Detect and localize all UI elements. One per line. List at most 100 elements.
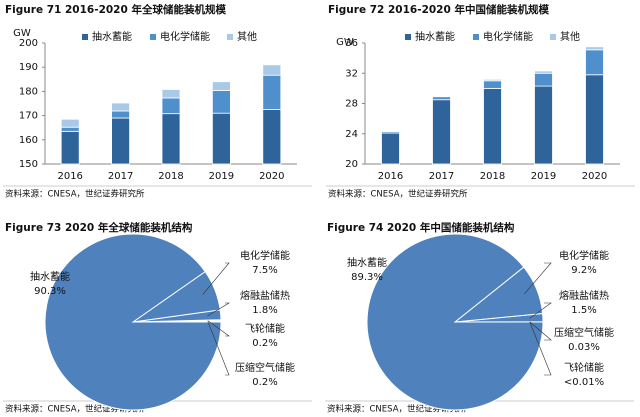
bar-segment — [262, 74, 282, 110]
leader-line — [202, 262, 230, 295]
x-tick-label: 2020 — [259, 171, 284, 182]
slice-label: 熔融盐储热 — [240, 289, 290, 302]
legend-label: 电化学储能 — [160, 30, 210, 43]
legend-swatch — [405, 34, 411, 40]
bar-segment — [432, 99, 451, 165]
legend-swatch — [150, 34, 156, 40]
chart-title: Figure 74 2020 年中国储能装机结构 — [327, 221, 515, 234]
slice-value-label: 0.2% — [252, 377, 277, 388]
slice-value-label: 1.5% — [571, 305, 596, 316]
slice-value-label: 1.8% — [252, 305, 277, 316]
pie-slice — [366, 233, 544, 411]
legend-swatch — [473, 34, 479, 40]
bar-segment — [161, 97, 181, 115]
y-axis-label: GW — [13, 28, 31, 39]
bar-segment — [161, 89, 181, 99]
leader-line — [529, 321, 552, 376]
legend-swatch — [227, 34, 233, 40]
x-tick-label: 2016 — [378, 171, 403, 182]
chart-title: Figure 71 2016-2020 年全球储能装机规模 — [5, 3, 226, 16]
leader-line — [207, 321, 230, 376]
slice-value-label: 0.03% — [568, 342, 600, 353]
legend-swatch — [82, 34, 88, 40]
leader-line — [207, 302, 231, 317]
y-tick-label: 190 — [19, 62, 38, 73]
y-tick-label: 150 — [19, 159, 38, 170]
slice-label: 抽水蓄能 — [347, 256, 387, 269]
source-note: 资料来源：CNESA，世纪证券研究所 — [5, 189, 145, 200]
x-tick-label: 2018 — [158, 171, 183, 182]
leader-line — [207, 320, 230, 337]
x-tick-label: 2017 — [108, 171, 133, 182]
bar-segment — [262, 109, 282, 165]
leader-line — [529, 321, 552, 341]
bar-segment — [432, 95, 451, 98]
slice-value-label: 7.5% — [252, 265, 277, 276]
bar-segment — [534, 72, 553, 87]
slice-value-label: 89.3% — [351, 272, 383, 283]
bar-segment — [585, 74, 604, 165]
source-note: 资料来源：CNESA，世纪证券研究所 — [327, 404, 467, 415]
source-note: 资料来源：CNESA，世纪证券研究所 — [5, 404, 145, 415]
bar-segment — [585, 46, 604, 51]
pie-slice — [44, 233, 222, 411]
bar-segment — [111, 102, 130, 112]
x-tick-label: 2020 — [582, 171, 607, 182]
y-axis-label: GW — [336, 37, 354, 48]
slice-value-label: 0.2% — [252, 338, 277, 349]
slice-label: 电化学储能 — [559, 249, 609, 262]
y-tick-label: 28 — [345, 99, 358, 110]
bar-segment — [534, 85, 553, 165]
bar-segment — [60, 130, 80, 165]
x-tick-label: 2017 — [429, 171, 454, 182]
bar-segment — [483, 78, 502, 82]
bar-segment — [381, 130, 400, 132]
slice-label: 飞轮储能 — [245, 322, 285, 335]
slice-value-label: <0.01% — [564, 377, 604, 388]
legend-label: 其他 — [560, 30, 580, 43]
bar-segment — [534, 70, 553, 74]
slice-label: 电化学储能 — [240, 249, 290, 262]
bar-segment — [60, 118, 80, 128]
legend-label: 抽水蓄能 — [92, 30, 132, 43]
slice-value-label: 9.2% — [571, 265, 596, 276]
leader-line — [524, 262, 552, 295]
y-tick-label: 200 — [19, 38, 38, 49]
x-tick-label: 2018 — [480, 171, 505, 182]
legend-label: 电化学储能 — [483, 30, 533, 43]
legend-label: 抽水蓄能 — [415, 30, 455, 43]
slice-label: 抽水蓄能 — [30, 270, 70, 283]
y-tick-label: 180 — [19, 86, 38, 97]
x-tick-label: 2016 — [57, 171, 82, 182]
legend-label: 其他 — [237, 30, 257, 43]
bar-segment — [111, 110, 130, 119]
slice-label: 压缩空气储能 — [235, 361, 295, 374]
y-tick-label: 20 — [345, 159, 358, 170]
bar-segment — [483, 87, 502, 165]
slice-label: 飞轮储能 — [564, 361, 604, 374]
bar-segment — [262, 64, 282, 76]
y-tick-label: 36 — [345, 38, 358, 49]
y-tick-label: 32 — [345, 68, 358, 79]
bar-segment — [211, 90, 231, 114]
y-tick-label: 24 — [345, 129, 358, 140]
bar-segment — [483, 80, 502, 89]
x-tick-label: 2019 — [531, 171, 556, 182]
y-tick-label: 160 — [19, 135, 38, 146]
bar-segment — [161, 113, 181, 165]
y-tick-label: 170 — [19, 111, 38, 122]
slice-value-label: 90.3% — [34, 286, 66, 297]
chart-title: Figure 72 2016-2020 年中国储能装机规模 — [328, 3, 549, 16]
chart-title: Figure 73 2020 年全球储能装机结构 — [5, 221, 193, 234]
bar-segment — [585, 49, 604, 76]
x-tick-label: 2019 — [209, 171, 234, 182]
slice-label: 熔融盐储热 — [559, 289, 609, 302]
source-note: 资料来源：CNESA，世纪证券研究所 — [328, 189, 468, 200]
bar-segment — [111, 117, 130, 165]
bar-segment — [211, 112, 231, 165]
slice-label: 压缩空气储能 — [554, 326, 614, 339]
leader-line — [529, 302, 552, 319]
bar-segment — [381, 132, 400, 165]
bar-segment — [60, 126, 80, 132]
